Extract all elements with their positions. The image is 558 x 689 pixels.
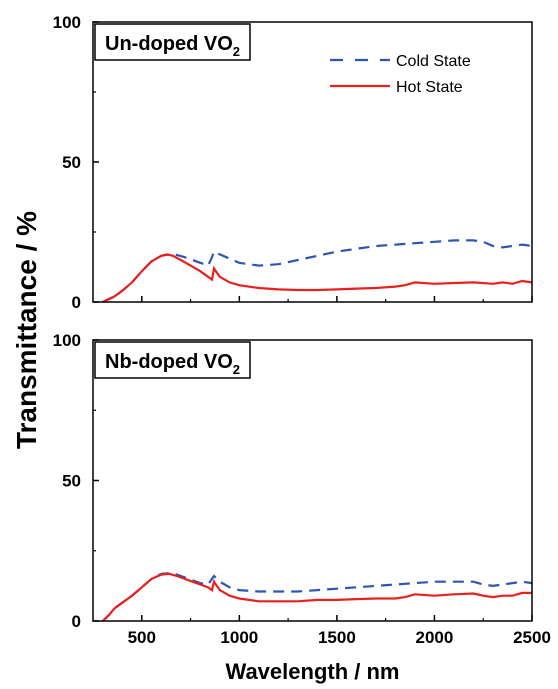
x-tick-label: 2500 [513,628,551,647]
series-line-hot-state [102,572,532,622]
y-tick-label: 100 [53,331,81,350]
x-tick-label: 1000 [220,628,258,647]
y-tick-label: 0 [72,293,81,312]
series-line-cold-state [102,572,533,622]
legend-label: Cold State [396,53,471,70]
x-axis-title: Wavelength / nm [226,659,400,684]
y-tick-label: 0 [72,612,81,631]
panel-1: 0 50 100 Un-doped VO2 Cold State Hot State [53,13,533,312]
panel-2: 0 50 100 500 1000 1500 2000 2500 Nb-doped VO2 Wav… [53,331,551,684]
panel-title: Un-doped VO2 [105,33,240,59]
panel-title: Nb-doped VO2 [105,351,240,377]
series-line-cold-state [102,239,533,303]
y-axis-title: Transmittance / % [11,211,42,449]
x-tick-label: 2000 [416,628,454,647]
x-tick-label: 1500 [318,628,356,647]
y-tick-label: 100 [53,13,81,32]
x-tick-label: 500 [128,628,156,647]
panel-title-box [94,341,251,379]
y-tick-label: 50 [62,153,81,172]
panel-title-box [94,23,251,61]
plot-frame [92,339,533,622]
legend-label: Hot State [396,79,463,96]
series-line-hot-state [102,253,533,303]
y-tick-label: 50 [62,472,81,491]
